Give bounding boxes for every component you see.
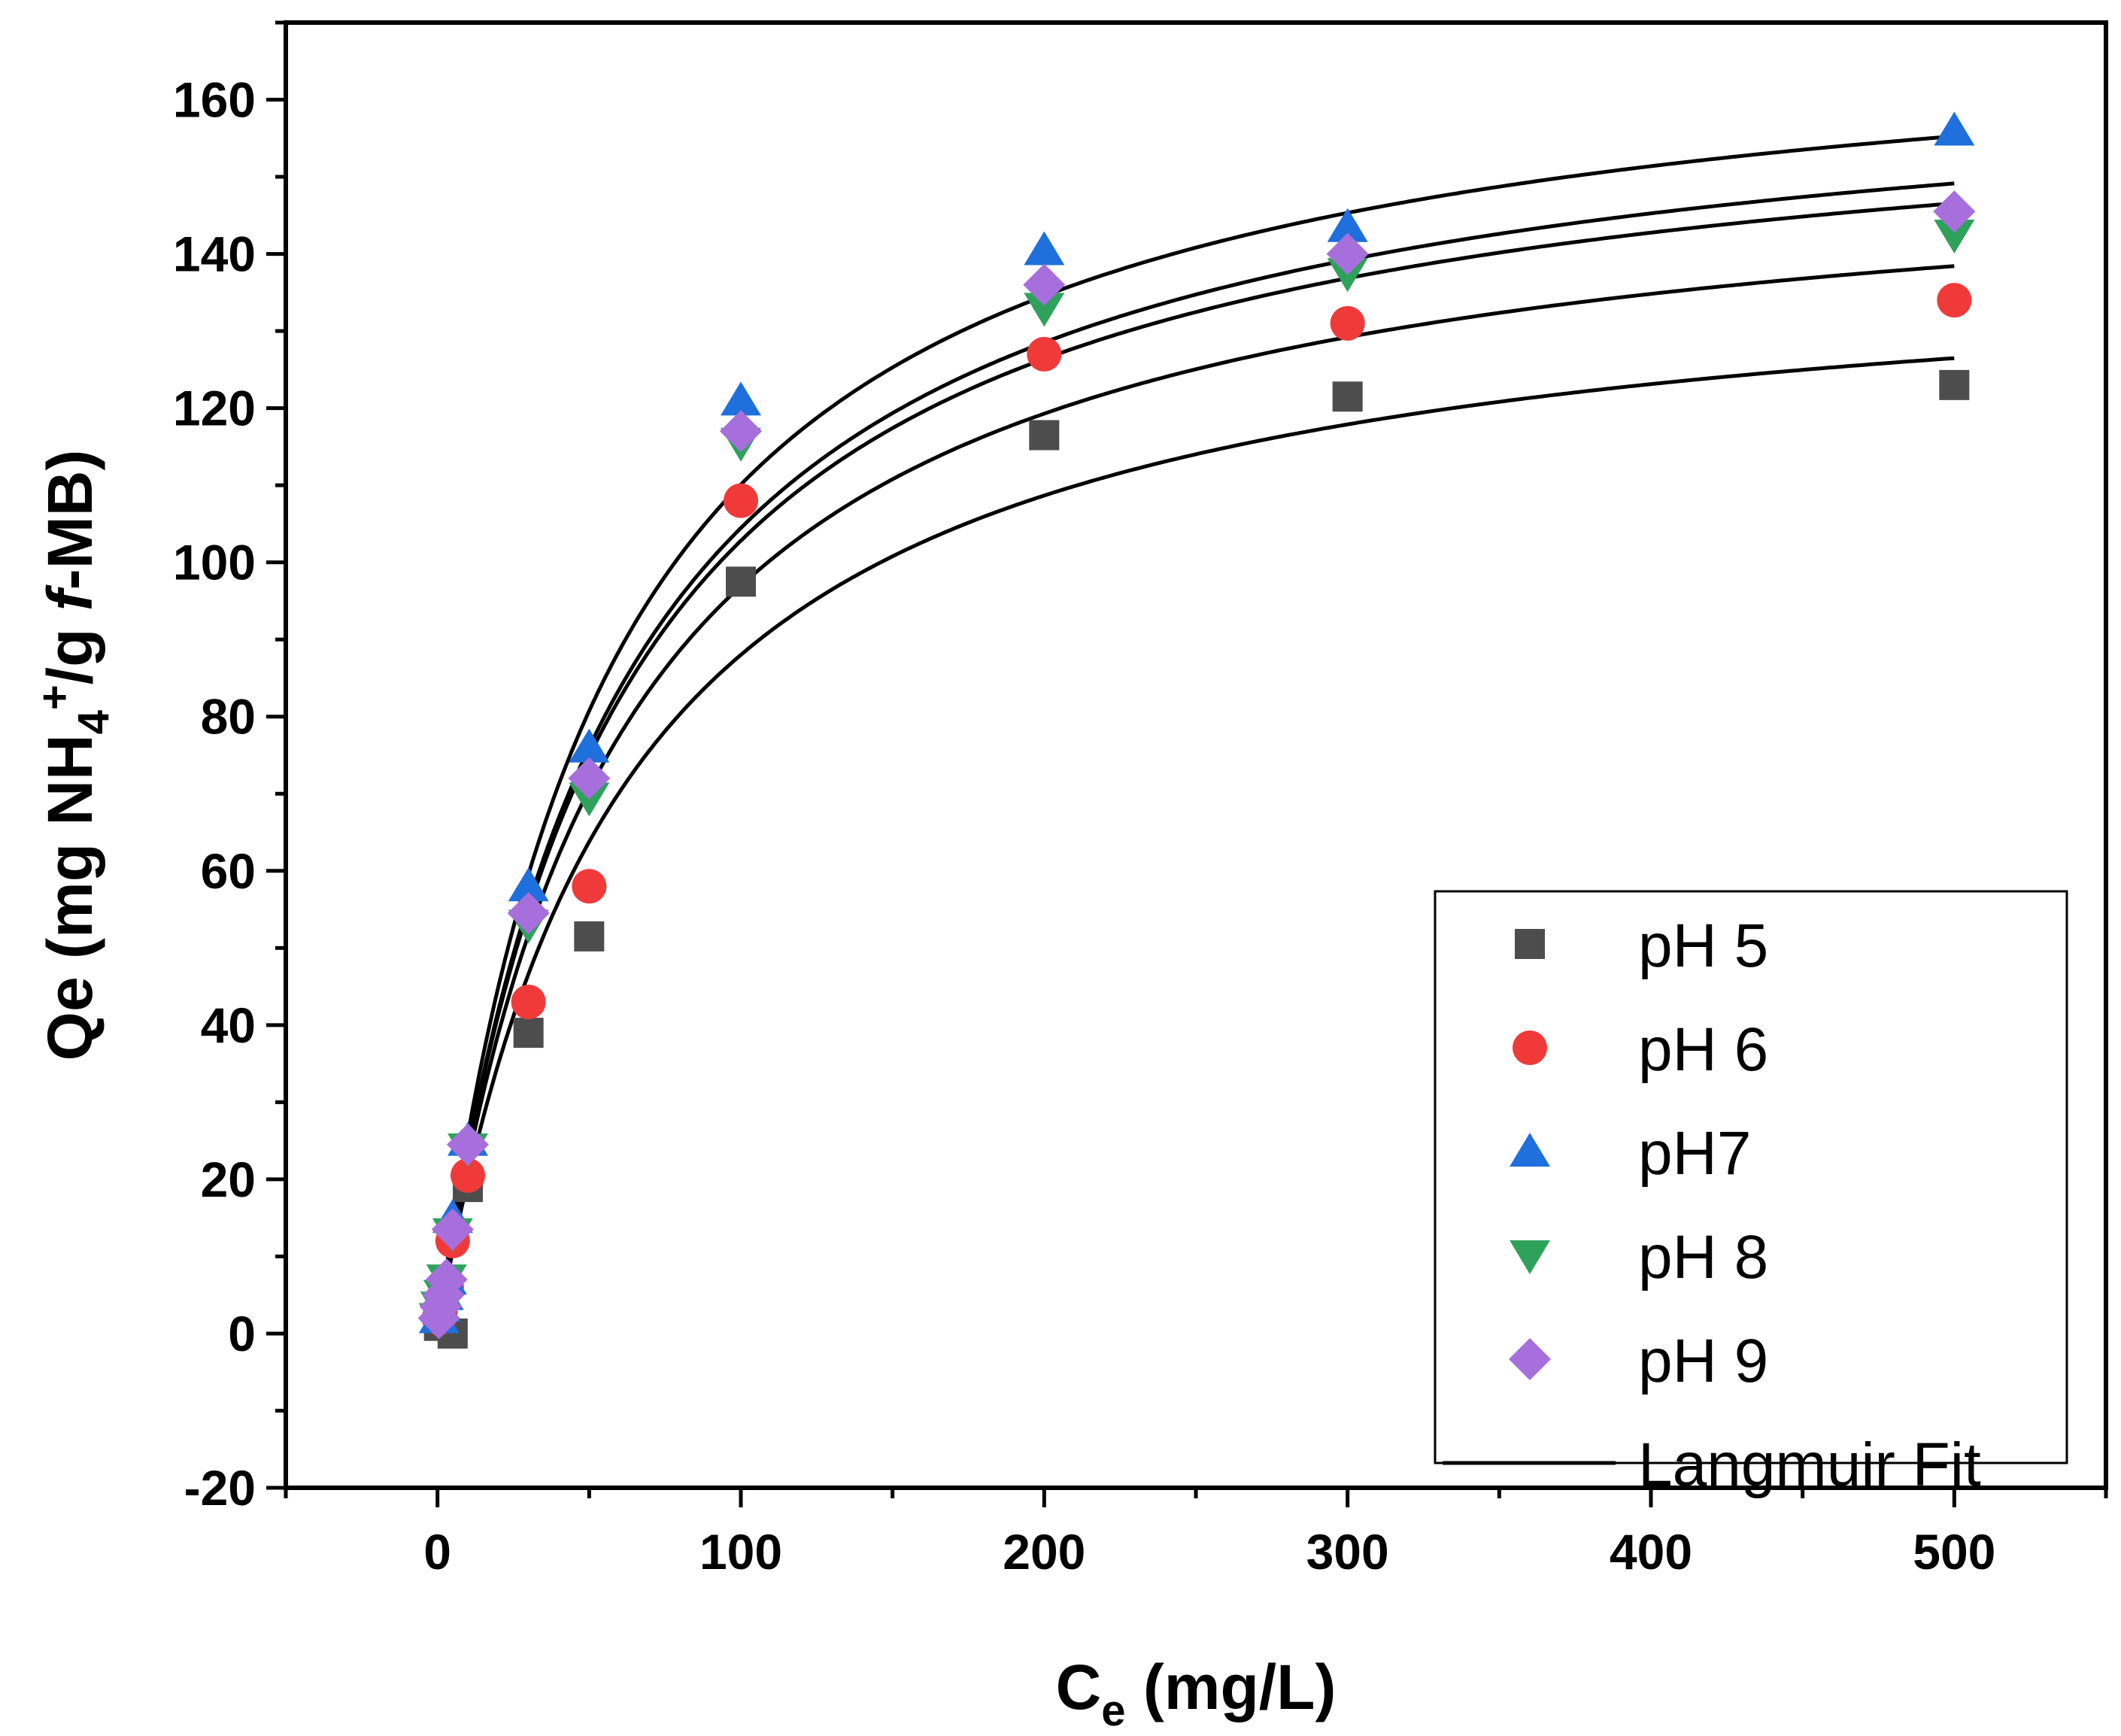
y-tick-label: 100 [173, 535, 256, 590]
y-tick-label: 40 [201, 997, 256, 1053]
point-ph9 [425, 1258, 468, 1301]
point-ph9 [507, 892, 550, 935]
axis-titles: Ce (mg/L) Qe (mg NH4+/g f-MB) [30, 450, 1336, 1735]
x-axis: 0 100 200 300 400 500 [284, 1488, 2108, 1580]
point-ph7 [569, 728, 610, 763]
legend-label: pH 6 [1638, 1015, 1768, 1084]
legend-label: pH7 [1638, 1119, 1751, 1188]
x-axis-title: Ce (mg/L) [1056, 1652, 1337, 1735]
point-ph7 [1327, 208, 1368, 242]
point-ph7 [508, 867, 549, 902]
point-ph8 [1327, 258, 1368, 293]
point-ph8 [1024, 293, 1065, 327]
legend-label: pH 5 [1638, 912, 1768, 980]
point-ph9 [1933, 190, 1976, 233]
point-ph7 [1934, 111, 1975, 146]
legend-marker-ph8 [1510, 1240, 1550, 1274]
y-tick-label: 60 [201, 843, 256, 899]
point-ph9 [720, 410, 762, 453]
legend-marker-ph6 [1513, 1030, 1547, 1065]
point-ph9 [568, 757, 611, 800]
y-tick-label: 140 [173, 226, 256, 282]
fit-curve-ph6 [435, 264, 1955, 1334]
point-ph6 [1330, 305, 1365, 341]
point-ph6 [451, 1158, 485, 1193]
y-tick-label: 80 [201, 689, 256, 745]
y-axis-title: Qe (mg NH4+/g f-MB) [30, 450, 118, 1061]
point-ph9 [1023, 263, 1066, 306]
point-ph9 [431, 1208, 474, 1251]
legend-marker-ph9 [1509, 1338, 1551, 1380]
point-ph8 [1934, 219, 1975, 253]
point-ph7 [721, 381, 761, 416]
x-tick-label: 200 [1003, 1524, 1085, 1580]
legend-label: pH 8 [1638, 1223, 1768, 1291]
point-ph5 [726, 566, 756, 597]
x-tick-label: 100 [699, 1524, 782, 1580]
data-points [417, 111, 1976, 1349]
x-tick-label: 400 [1610, 1524, 1692, 1580]
legend-marker-ph5 [1515, 929, 1545, 959]
legend: pH 5 pH 6 pH7 pH 8 pH 9 Langmuir Fit [1434, 890, 2068, 1499]
point-ph6 [724, 483, 758, 518]
point-ph8 [569, 782, 610, 817]
point-ph5 [1029, 420, 1060, 451]
point-ph6 [1027, 336, 1062, 372]
point-ph5 [574, 921, 605, 951]
point-ph6 [1937, 283, 1972, 318]
point-ph9 [1326, 232, 1369, 275]
y-tick-label: 0 [228, 1306, 256, 1361]
point-ph5 [1939, 369, 1970, 400]
point-ph6 [511, 985, 546, 1020]
y-tick-label: 20 [201, 1152, 256, 1207]
y-tick-label: 160 [173, 72, 256, 128]
y-tick-label: 120 [173, 381, 256, 436]
point-ph5 [513, 1018, 544, 1049]
x-tick-label: 300 [1306, 1524, 1389, 1580]
point-ph7 [1024, 231, 1065, 266]
x-tick-label: 0 [423, 1524, 451, 1580]
point-ph6 [572, 869, 607, 904]
point-ph5 [1332, 381, 1363, 412]
x-tick-label: 500 [1913, 1524, 1995, 1580]
point-ph9 [447, 1123, 489, 1166]
legend-label: pH 9 [1638, 1327, 1768, 1395]
legend-label: Langmuir Fit [1638, 1431, 1981, 1499]
y-tick-label: -20 [184, 1460, 256, 1516]
legend-marker-ph7 [1510, 1133, 1550, 1167]
y-axis: -20 0 20 40 60 80 100 120 140 160 [173, 20, 286, 1516]
